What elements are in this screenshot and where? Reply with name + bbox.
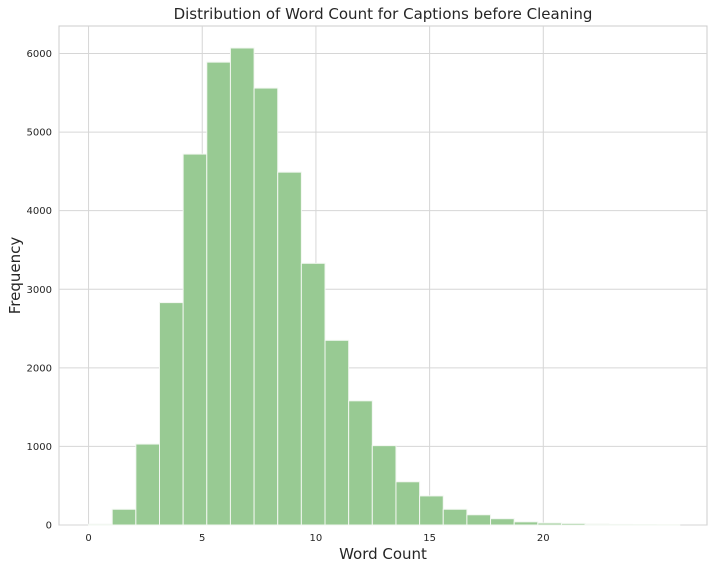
histogram-bar (537, 522, 562, 526)
y-axis-title: Frequency (6, 237, 24, 315)
histogram-bar (324, 339, 350, 526)
histogram-bar (442, 508, 468, 526)
histogram-bar (300, 262, 326, 526)
histogram-bar (466, 514, 492, 526)
x-tick-label: 10 (310, 533, 323, 544)
y-tick-label: 3000 (27, 285, 52, 296)
histogram-bar (419, 495, 444, 526)
histogram-bar (206, 61, 231, 526)
y-tick-label: 1000 (27, 442, 52, 453)
x-tick-label: 0 (85, 533, 91, 544)
y-tick-label: 0 (46, 521, 52, 532)
histogram-bar (135, 443, 160, 526)
x-axis-title: Word Count (339, 545, 427, 563)
histogram-bar (348, 400, 373, 526)
histogram-bar (395, 481, 421, 526)
bars (88, 47, 681, 526)
histogram-bar (182, 153, 208, 526)
y-tick-label: 4000 (27, 206, 52, 217)
histogram-bar (584, 523, 610, 526)
histogram-bar (490, 518, 515, 526)
histogram-bar (111, 508, 137, 526)
y-axis-ticks: 0 1000 2000 3000 4000 5000 6000 (27, 49, 52, 531)
histogram-bar (560, 522, 586, 526)
histogram-bar (513, 521, 539, 526)
y-tick-label: 2000 (27, 363, 52, 374)
chart-title: Distribution of Word Count for Captions … (174, 5, 593, 23)
histogram-bar (608, 523, 633, 526)
histogram-bar (371, 445, 397, 526)
histogram-bar (158, 302, 184, 526)
x-tick-label: 15 (423, 533, 436, 544)
y-tick-label: 5000 (27, 128, 52, 139)
histogram-bar (277, 171, 302, 526)
histogram-bar (229, 47, 255, 526)
y-tick-label: 6000 (27, 49, 52, 60)
x-axis-ticks: 0 5 10 15 20 (85, 533, 549, 544)
histogram-bar (253, 87, 279, 526)
histogram-bar (88, 523, 113, 526)
x-tick-label: 20 (537, 533, 550, 544)
x-tick-label: 5 (199, 533, 205, 544)
